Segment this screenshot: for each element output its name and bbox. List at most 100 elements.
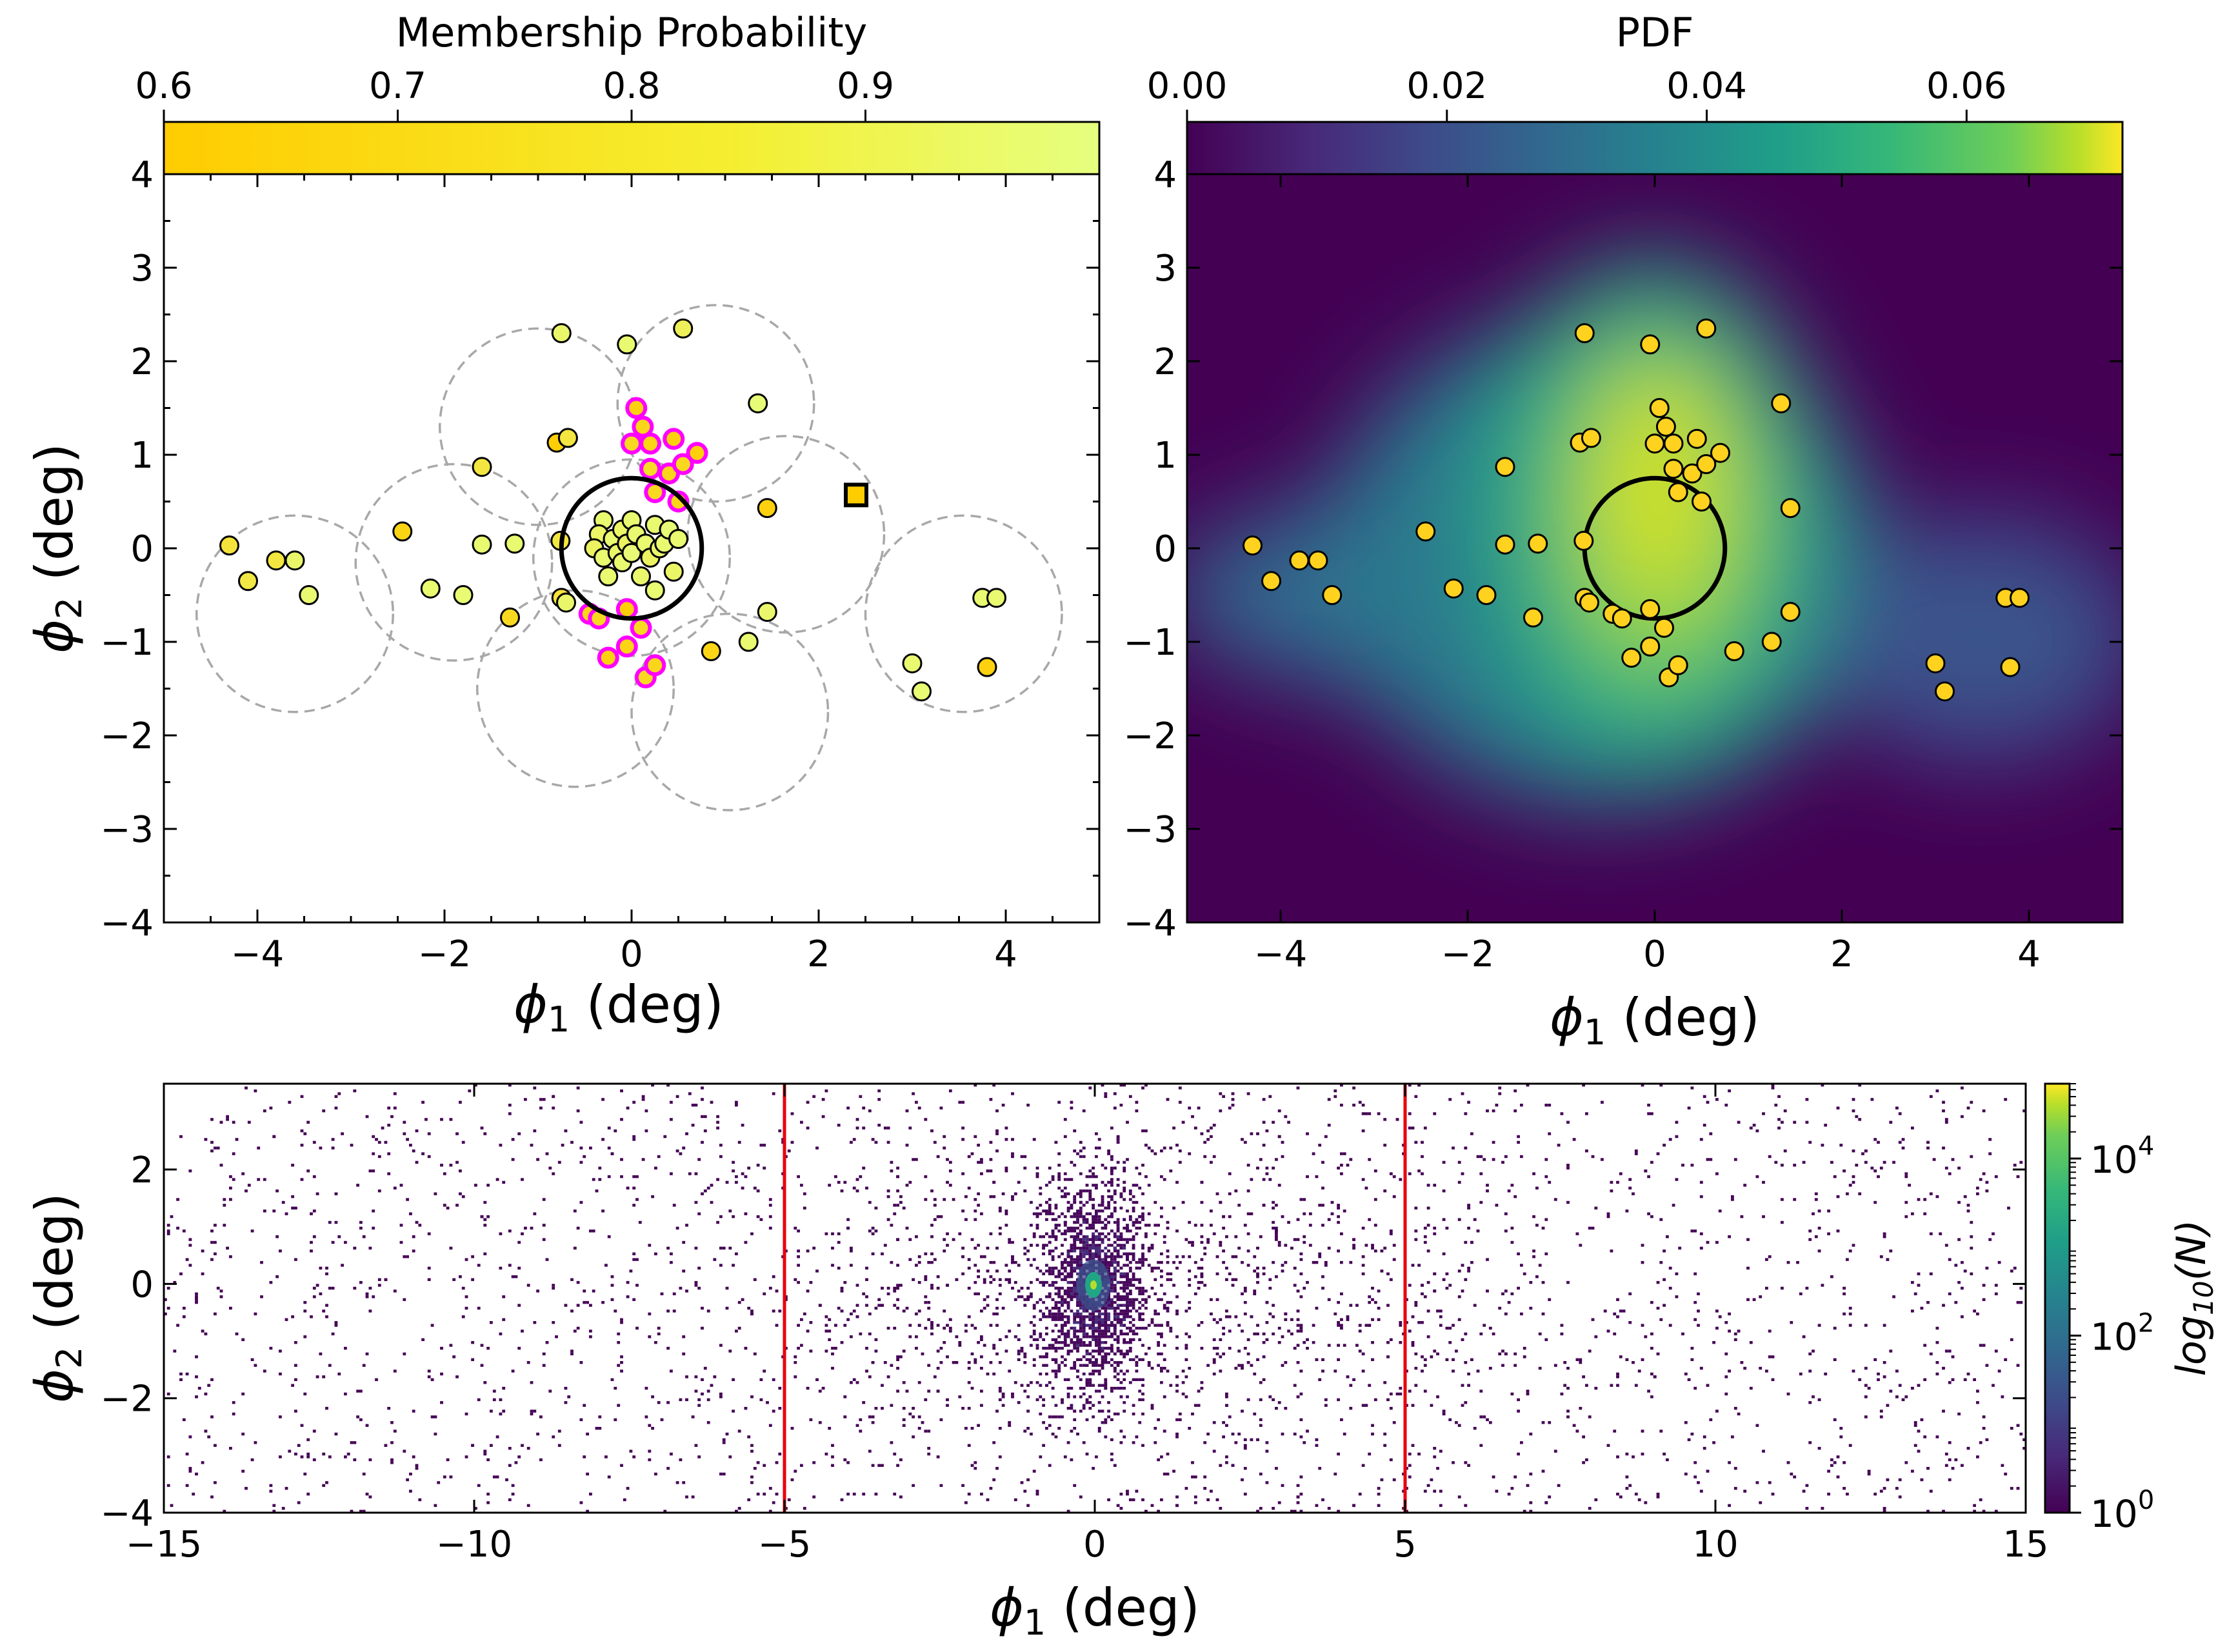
hist-cell	[666, 1346, 670, 1350]
hist-cell	[1315, 1175, 1319, 1179]
hist-cell	[1113, 1329, 1117, 1333]
hist-cell	[508, 1229, 512, 1233]
hist-cell	[1241, 1292, 1244, 1295]
hist-cell	[1306, 1338, 1309, 1341]
hist-cell	[1979, 1498, 1982, 1502]
hist-cell	[697, 1266, 701, 1270]
hist-cell	[1619, 1172, 1623, 1175]
hist-cell	[1113, 1375, 1117, 1378]
hist-cell	[1057, 1329, 1061, 1333]
hist-cell	[837, 1124, 841, 1127]
y-tick-label: 2	[130, 341, 154, 383]
hist-cell	[474, 1084, 477, 1087]
hist-cell	[1073, 1229, 1077, 1233]
hist-cell	[697, 1455, 701, 1458]
hist-cell	[1088, 1341, 1092, 1344]
hist-cell	[1063, 1118, 1067, 1121]
hist-cell	[1104, 1361, 1108, 1364]
hist-cell	[446, 1206, 450, 1209]
hist-cell	[1030, 1321, 1033, 1324]
hist-cell	[763, 1292, 766, 1295]
hist-cell	[1421, 1321, 1424, 1324]
hist-cell	[1718, 1315, 1722, 1319]
hist-cell	[312, 1140, 316, 1144]
hist-cell	[1663, 1249, 1666, 1253]
hist-cell	[1092, 1361, 1095, 1364]
hist-cell	[269, 1106, 273, 1110]
hist-cell	[989, 1195, 993, 1199]
hist-cell	[1097, 1389, 1101, 1393]
hist-cell	[1178, 1160, 1182, 1164]
hist-cell	[1361, 1178, 1365, 1181]
hist-cell	[589, 1146, 592, 1149]
hist-cell	[1610, 1189, 1613, 1193]
hist-cell	[1095, 1455, 1098, 1458]
hist-cell	[1054, 1375, 1058, 1378]
hist-cell	[1104, 1326, 1108, 1330]
hist-cell	[1054, 1226, 1058, 1230]
hist-cell	[1225, 1309, 1228, 1313]
hist-cell	[1634, 1493, 1638, 1496]
hist-cell	[1408, 1452, 1412, 1456]
hist-cell	[701, 1306, 704, 1310]
hist-cell	[936, 1275, 940, 1279]
hist-cell	[1814, 1235, 1818, 1239]
hist-cell	[1051, 1358, 1055, 1361]
hist-cell	[1361, 1369, 1365, 1373]
hist-cell	[1929, 1272, 1933, 1275]
hist-cell	[579, 1418, 583, 1422]
hist-cell	[691, 1104, 695, 1107]
hist-cell	[1104, 1264, 1108, 1267]
hist-cell	[1961, 1286, 1964, 1290]
hist-cell	[1057, 1295, 1061, 1299]
hist-cell	[961, 1209, 964, 1213]
hist-cell	[1439, 1449, 1443, 1453]
hist-cell	[1076, 1255, 1079, 1259]
hist-cell	[1749, 1341, 1753, 1344]
hist-cell	[1452, 1461, 1455, 1464]
hist-cell	[1085, 1200, 1089, 1204]
hist-cell	[1153, 1324, 1157, 1327]
hist-cell	[1126, 1238, 1129, 1241]
y-tick-label: −2	[1123, 715, 1177, 757]
hist-cell	[210, 1149, 214, 1153]
hist-cell	[210, 1118, 214, 1121]
hist-cell	[915, 1335, 918, 1339]
hist-cell	[905, 1389, 909, 1393]
hist-cell	[1355, 1304, 1359, 1307]
hist-cell	[1135, 1361, 1139, 1364]
hist-cell	[763, 1493, 766, 1496]
hist-cell	[1026, 1249, 1030, 1253]
hist-cell	[1690, 1358, 1694, 1361]
hist-cell	[620, 1464, 623, 1467]
hist-cell	[930, 1235, 934, 1239]
hist-cell	[1097, 1220, 1101, 1224]
hist-cell	[166, 1286, 170, 1290]
hist-cell	[1408, 1084, 1412, 1087]
hist-cell	[173, 1349, 177, 1353]
hist-cell	[1138, 1215, 1142, 1219]
hist-cell	[1104, 1332, 1108, 1336]
hist-cell	[1346, 1315, 1350, 1319]
hist-cell	[1709, 1132, 1713, 1135]
member-point	[266, 550, 286, 571]
hist-cell	[1141, 1292, 1144, 1295]
hist-cell	[983, 1280, 986, 1284]
hist-cell	[1622, 1309, 1626, 1313]
hist-cell	[245, 1086, 248, 1090]
hist-cell	[1368, 1218, 1372, 1221]
hist-cell	[936, 1155, 940, 1159]
hist-cell	[1085, 1398, 1089, 1402]
hist-cell	[1650, 1395, 1653, 1398]
hist-cell	[1011, 1392, 1014, 1396]
hist-cell	[1163, 1178, 1166, 1181]
hist-cell	[1107, 1401, 1110, 1404]
hist-cell	[1132, 1252, 1135, 1255]
hist-cell	[1765, 1258, 1768, 1261]
hist-cell	[852, 1493, 856, 1496]
hist-cell	[1340, 1418, 1343, 1422]
hist-cell	[1281, 1335, 1284, 1339]
hist-cell	[359, 1389, 363, 1393]
hist-cell	[1082, 1386, 1086, 1390]
hist-cell	[368, 1286, 372, 1290]
